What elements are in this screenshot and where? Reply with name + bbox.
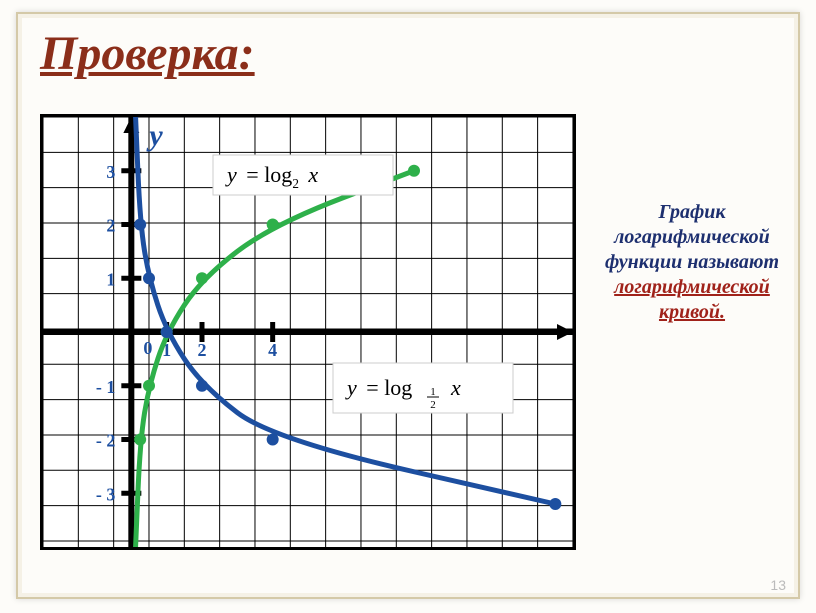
svg-text:- 1: - 1 bbox=[96, 377, 116, 397]
chart-container: - 3- 2- 11231240yy = log2 xy = log12x bbox=[40, 114, 576, 550]
svg-text:0: 0 bbox=[143, 338, 152, 358]
svg-text:- 3: - 3 bbox=[96, 484, 116, 504]
page-number: 13 bbox=[770, 577, 786, 593]
svg-text:2: 2 bbox=[430, 399, 436, 411]
svg-text:- 2: - 2 bbox=[96, 431, 116, 451]
svg-text:y = log: y = log bbox=[345, 375, 412, 400]
slide-title: Проверка: bbox=[40, 26, 255, 81]
svg-text:3: 3 bbox=[106, 162, 115, 182]
svg-text:x: x bbox=[450, 375, 461, 400]
caption-main: График логарифмической функции называют bbox=[605, 201, 779, 273]
svg-text:2: 2 bbox=[198, 340, 207, 360]
svg-text:2: 2 bbox=[106, 216, 115, 236]
svg-text:1: 1 bbox=[430, 386, 436, 398]
log-chart: - 3- 2- 11231240yy = log2 xy = log12x bbox=[43, 117, 573, 547]
caption-emphasis: логарифмической кривой. bbox=[614, 276, 770, 323]
caption-text: График логарифмической функции называют … bbox=[592, 200, 792, 325]
svg-text:4: 4 bbox=[268, 340, 277, 360]
svg-text:1: 1 bbox=[106, 269, 115, 289]
svg-text:y: y bbox=[146, 119, 163, 152]
